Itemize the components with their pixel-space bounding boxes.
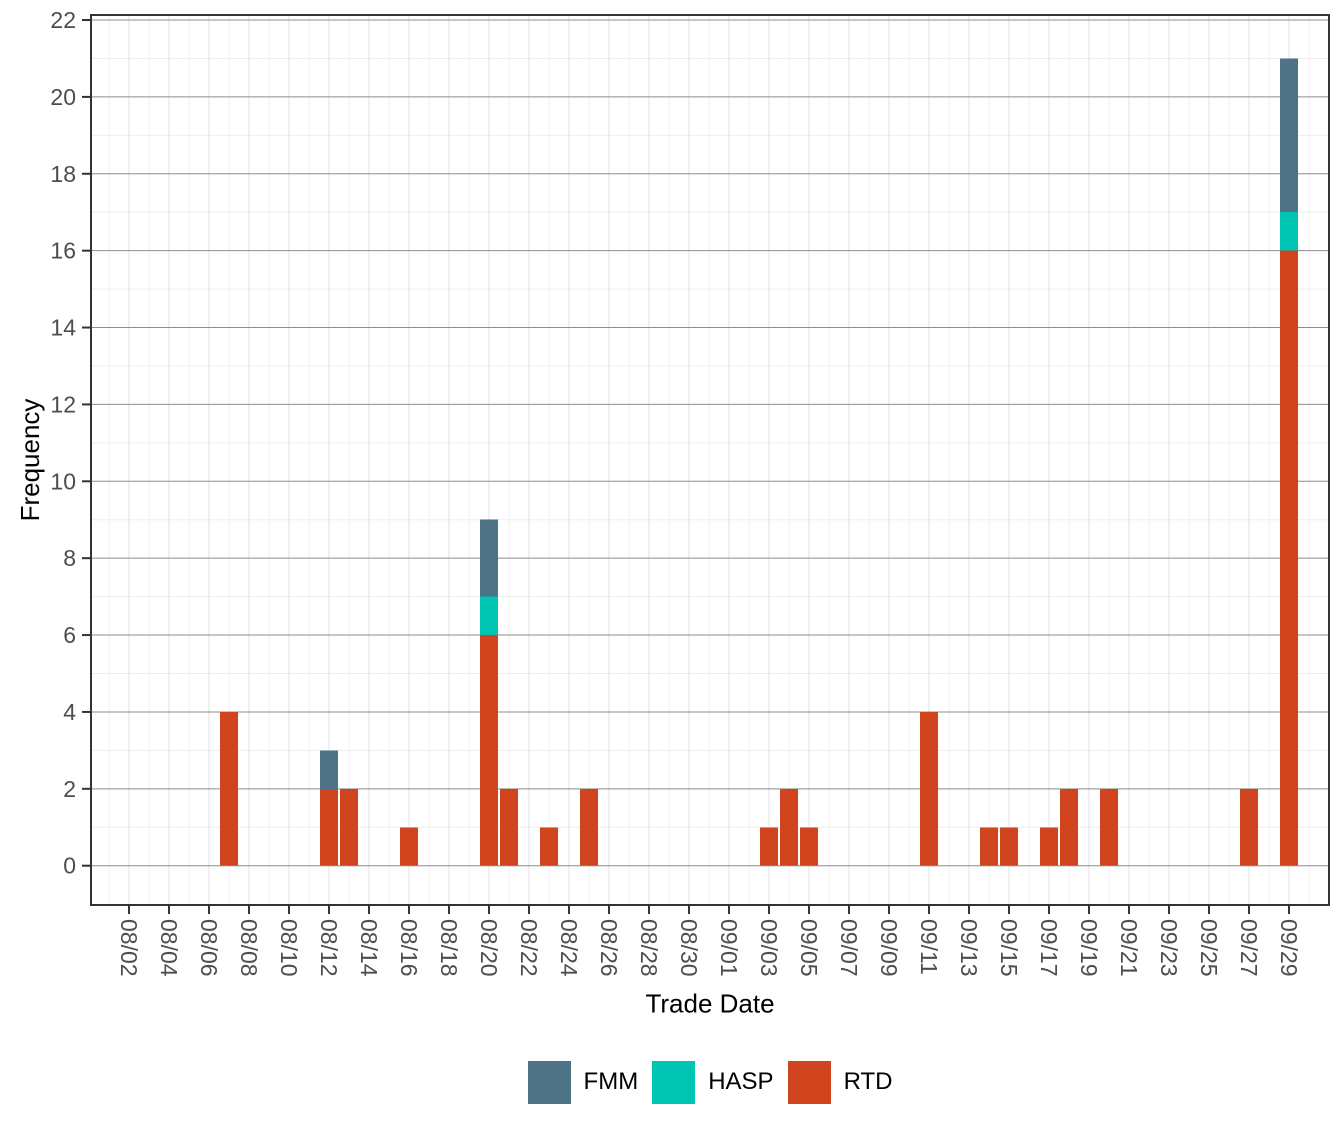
legend-entry-hasp: HASP <box>652 1060 774 1104</box>
x-tick-label: 08/04 <box>156 919 182 977</box>
bar-segment-rtd-09-27 <box>1240 788 1258 866</box>
x-tick-label: 09/03 <box>756 919 782 977</box>
x-tick-label: 09/15 <box>996 919 1022 977</box>
x-tick-label: 09/29 <box>1276 919 1302 977</box>
bar-segment-hasp-09-29 <box>1280 212 1298 251</box>
panel-border <box>90 14 1330 906</box>
bar-segment-rtd-08-21 <box>500 788 518 866</box>
bar-segment-rtd-08-25 <box>580 788 598 866</box>
x-tick-label: 09/23 <box>1156 919 1182 977</box>
x-tick-label: 09/05 <box>796 919 822 977</box>
x-tick-label: 08/08 <box>236 919 262 977</box>
x-tick-label: 09/07 <box>836 919 862 977</box>
legend-swatch-hasp <box>652 1060 696 1104</box>
bar-segment-rtd-09-20 <box>1100 788 1118 866</box>
bar-segment-rtd-08-20 <box>480 635 498 866</box>
bar-segment-rtd-09-14 <box>980 827 998 866</box>
x-tick-label: 08/10 <box>276 919 302 977</box>
bar-segment-rtd-09-15 <box>1000 827 1018 866</box>
x-tick-label: 09/09 <box>876 919 902 977</box>
x-tick-label: 08/16 <box>396 919 422 977</box>
bar-segment-rtd-09-04 <box>780 788 798 866</box>
x-tick-label: 09/17 <box>1036 919 1062 977</box>
legend-swatch-fmm <box>527 1060 571 1104</box>
x-tick-label: 08/14 <box>356 919 382 977</box>
bar-segment-rtd-08-16 <box>400 827 418 866</box>
y-tick-label: 16 <box>50 238 76 264</box>
x-tick-label: 08/26 <box>596 919 622 977</box>
bar-segment-rtd-08-12 <box>320 788 338 866</box>
y-tick-label: 8 <box>63 545 76 571</box>
bar-segment-rtd-09-29 <box>1280 250 1298 866</box>
x-tick-label: 08/18 <box>436 919 462 977</box>
legend-label-rtd: RTD <box>843 1068 893 1095</box>
y-axis-title: Frequency <box>15 398 45 522</box>
y-tick-label: 12 <box>50 391 76 417</box>
bar-segment-rtd-09-17 <box>1040 827 1058 866</box>
legend-label-fmm: FMM <box>583 1068 639 1095</box>
x-tick-label: 09/27 <box>1236 919 1262 977</box>
legend: FMM HASP RTD <box>91 1060 1329 1104</box>
legend-label-hasp: HASP <box>708 1068 774 1095</box>
x-tick-label: 09/01 <box>716 919 742 977</box>
x-tick-label: 09/19 <box>1076 919 1102 977</box>
y-tick-label: 2 <box>63 776 76 802</box>
y-tick-label: 14 <box>50 315 76 341</box>
x-tick-label: 08/28 <box>636 919 662 977</box>
y-tick-label: 20 <box>50 84 76 110</box>
y-tick-label: 0 <box>63 853 76 879</box>
bar-segment-rtd-08-07 <box>220 711 238 866</box>
bar-segment-rtd-09-11 <box>920 711 938 866</box>
legend-swatch-rtd <box>787 1060 831 1104</box>
x-tick-label: 09/11 <box>916 919 942 975</box>
x-tick-label: 08/06 <box>196 919 222 977</box>
bar-segment-rtd-08-13 <box>340 788 358 866</box>
x-tick-label: 09/13 <box>956 919 982 977</box>
bar-segment-rtd-08-23 <box>540 827 558 866</box>
x-tick-label: 08/02 <box>116 919 142 977</box>
x-axis-title: Trade Date <box>645 988 775 1019</box>
y-tick-label: 10 <box>50 468 76 494</box>
legend-entry-fmm: FMM <box>527 1060 639 1104</box>
x-tick-label: 08/12 <box>316 919 342 977</box>
bar-segment-rtd-09-03 <box>760 827 778 866</box>
y-tick-label: 18 <box>50 161 76 187</box>
bar-segment-fmm-09-29 <box>1280 58 1298 213</box>
bar-segment-rtd-09-05 <box>800 827 818 866</box>
x-tick-label: 08/30 <box>676 919 702 977</box>
bar-segment-rtd-09-18 <box>1060 788 1078 866</box>
y-tick-label: 22 <box>50 7 76 33</box>
x-tick-label: 09/21 <box>1116 919 1142 977</box>
plot-area: 0 2 4 6 8 10 12 14 16 18 20 22 08/02 08/04 08/06 08/08 0… <box>50 7 1330 977</box>
y-tick-label: 4 <box>63 699 76 725</box>
bar-segment-hasp-08-20 <box>480 596 498 636</box>
x-tick-label: 08/22 <box>516 919 542 977</box>
y-tick-label: 6 <box>63 622 76 648</box>
bar-segment-fmm-08-12 <box>320 750 338 789</box>
legend-entry-rtd: RTD <box>787 1060 893 1104</box>
x-tick-label: 08/20 <box>476 919 502 977</box>
x-tick-label: 08/24 <box>556 919 582 977</box>
x-tick-label: 09/25 <box>1196 919 1222 977</box>
bar-segment-fmm-08-20 <box>480 519 498 597</box>
